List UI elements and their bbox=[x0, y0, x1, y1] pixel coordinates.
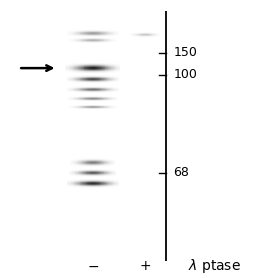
Text: $-$: $-$ bbox=[87, 259, 99, 273]
Text: 68: 68 bbox=[174, 167, 189, 179]
Text: 100: 100 bbox=[174, 68, 197, 81]
Text: $+$: $+$ bbox=[139, 259, 151, 273]
Text: 150: 150 bbox=[174, 46, 197, 59]
Text: $\lambda$ ptase: $\lambda$ ptase bbox=[187, 257, 241, 275]
